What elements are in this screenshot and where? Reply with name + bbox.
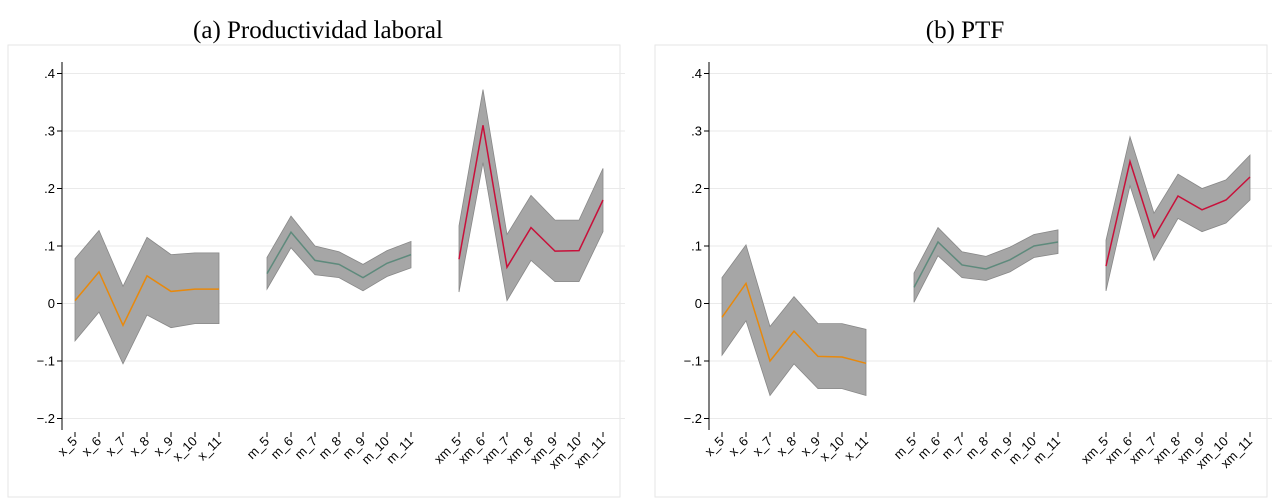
y-tick-label: .1 <box>691 239 702 254</box>
x-tick-label: m_10 <box>1006 434 1040 468</box>
x-tick-label: x_7 <box>750 434 775 459</box>
y-tick-label: −.2 <box>37 411 55 426</box>
y-tick-label: 0 <box>48 296 55 311</box>
x-tick-label: m_8 <box>963 434 991 462</box>
x-tick-label: m_8 <box>316 434 344 462</box>
confidence-band <box>266 215 412 292</box>
x-tick-label: xm_8 <box>1150 434 1183 467</box>
y-tick-label: .1 <box>44 239 55 254</box>
panel-frame <box>7 44 621 498</box>
x-tick-label: x_5 <box>702 434 727 459</box>
x-tick-label: m_11 <box>1030 434 1063 467</box>
x-tick-label: x_10 <box>817 434 848 465</box>
x-tick-label: m_10 <box>359 434 393 468</box>
confidence-band <box>74 229 220 365</box>
x-tick-label: xm_5 <box>1078 434 1111 467</box>
x-tick-label: xm_5 <box>431 434 464 467</box>
x-tick-label: m_7 <box>939 434 967 462</box>
chart-title: (a) Productividad laboral <box>193 17 443 44</box>
x-tick-label: m_6 <box>915 434 943 462</box>
series-line <box>913 240 1059 288</box>
x-tick-label: x_6 <box>726 434 751 459</box>
y-tick-label: −.2 <box>684 411 702 426</box>
confidence-band <box>1105 135 1251 291</box>
y-tick-label: .4 <box>691 66 702 81</box>
x-tick-label: m_11 <box>383 434 416 467</box>
y-tick-label: .4 <box>44 66 55 81</box>
series-line <box>74 270 219 328</box>
x-tick-label: x_7 <box>103 434 128 459</box>
series-line <box>266 230 412 279</box>
x-tick-label: x_11 <box>194 434 224 464</box>
confidence-band <box>721 243 867 397</box>
x-tick-label: x_6 <box>79 434 104 459</box>
x-tick-label: xm_7 <box>479 434 512 467</box>
y-tick-label: .3 <box>691 124 702 139</box>
x-tick-label: x_8 <box>127 434 152 459</box>
x-tick-label: m_6 <box>268 434 296 462</box>
x-tick-label: x_10 <box>170 434 201 465</box>
y-tick-label: .3 <box>44 124 55 139</box>
x-tick-label: x_5 <box>55 434 80 459</box>
y-tick-label: 0 <box>695 296 702 311</box>
x-tick-label: xm_6 <box>1102 434 1135 467</box>
x-tick-label: xm_7 <box>1126 434 1159 467</box>
x-tick-label: m_5 <box>244 434 272 462</box>
x-tick-label: m_7 <box>292 434 320 462</box>
chart-title: (b) PTF <box>926 17 1004 44</box>
y-tick-label: −.1 <box>37 354 55 369</box>
x-tick-label: xm_6 <box>455 434 488 467</box>
series-line <box>1105 158 1251 267</box>
y-tick-label: .2 <box>691 181 702 196</box>
panel-frame <box>654 44 1268 498</box>
series-line <box>721 281 867 365</box>
series-line <box>458 125 604 270</box>
confidence-band <box>458 89 604 302</box>
x-tick-label: m_5 <box>891 434 919 462</box>
x-tick-label: xm_8 <box>503 434 536 467</box>
x-tick-label: x_11 <box>841 434 871 464</box>
y-tick-label: .2 <box>44 181 55 196</box>
y-tick-label: −.1 <box>684 354 702 369</box>
x-tick-label: x_8 <box>774 434 799 459</box>
confidence-band <box>913 226 1059 303</box>
